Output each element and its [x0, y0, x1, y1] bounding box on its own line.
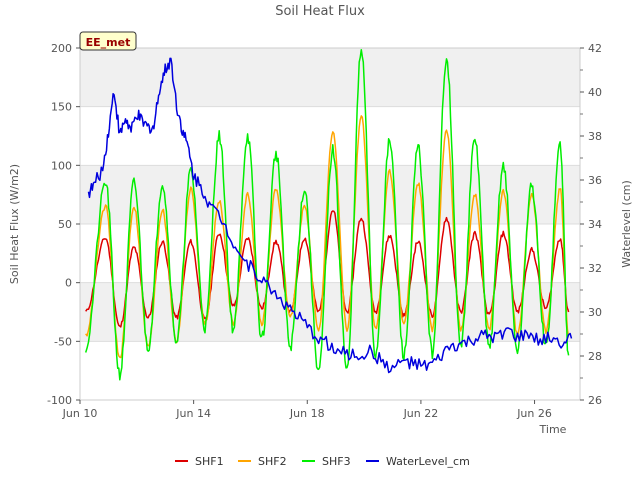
legend-label: SHF2: [258, 455, 287, 468]
y2-tick-label: 34: [588, 218, 602, 231]
y2-tick-label: 30: [588, 306, 602, 319]
y-tick-label: 0: [65, 277, 72, 290]
y2-tick-label: 32: [588, 262, 602, 275]
y-tick-label: 200: [51, 42, 72, 55]
y-tick-label: -100: [47, 394, 72, 407]
station-badge-label: EE_met: [86, 36, 131, 49]
y2-tick-label: 26: [588, 394, 602, 407]
y-tick-label: -50: [54, 335, 72, 348]
x-tick-label: Jun 22: [403, 407, 439, 420]
x-axis-label: Time: [539, 423, 567, 436]
series-line-shf3: [84, 48, 570, 381]
y2-tick-label: 38: [588, 130, 602, 143]
y2-axis-ticks: 26 28 30 32 34 36 38 40 42: [580, 42, 602, 407]
y2-tick-label: 42: [588, 42, 602, 55]
legend: SHF1 SHF2 SHF3 WaterLevel_cm: [175, 455, 470, 468]
station-badge: EE_met: [79, 31, 137, 51]
y-tick-label: 50: [58, 218, 72, 231]
series-line-waterlevel-cm: [87, 57, 573, 374]
legend-label: WaterLevel_cm: [386, 455, 470, 468]
x-tick-label: Jun 14: [175, 407, 211, 420]
x-tick-label: Jun 18: [289, 407, 325, 420]
background-band: [80, 282, 580, 342]
y-tick-label: 150: [51, 101, 72, 114]
x-tick-label: Jun 10: [62, 407, 98, 420]
x-tick-label: Jun 26: [516, 407, 552, 420]
chart-title: Soil Heat Flux: [275, 4, 365, 19]
x-axis-ticks: Jun 10 Jun 14 Jun 18 Jun 22 Jun 26: [62, 400, 552, 420]
y2-tick-label: 28: [588, 350, 602, 363]
y-axis-ticks: -100 -50 0 50 100 150 200: [47, 42, 80, 407]
background-band: [80, 48, 580, 107]
data-lines: [84, 48, 573, 381]
station-badge-box: [79, 31, 137, 51]
y2-tick-label: 36: [588, 174, 602, 187]
y-tick-label: 100: [51, 159, 72, 172]
legend-label: SHF3: [322, 455, 351, 468]
y2-tick-label: 40: [588, 86, 602, 99]
y-axis-label: Soil Heat Flux (W/m2): [8, 164, 21, 284]
background-band: [80, 341, 580, 400]
y2-axis-label: Waterlevel (cm): [620, 180, 633, 268]
legend-label: SHF1: [195, 455, 224, 468]
